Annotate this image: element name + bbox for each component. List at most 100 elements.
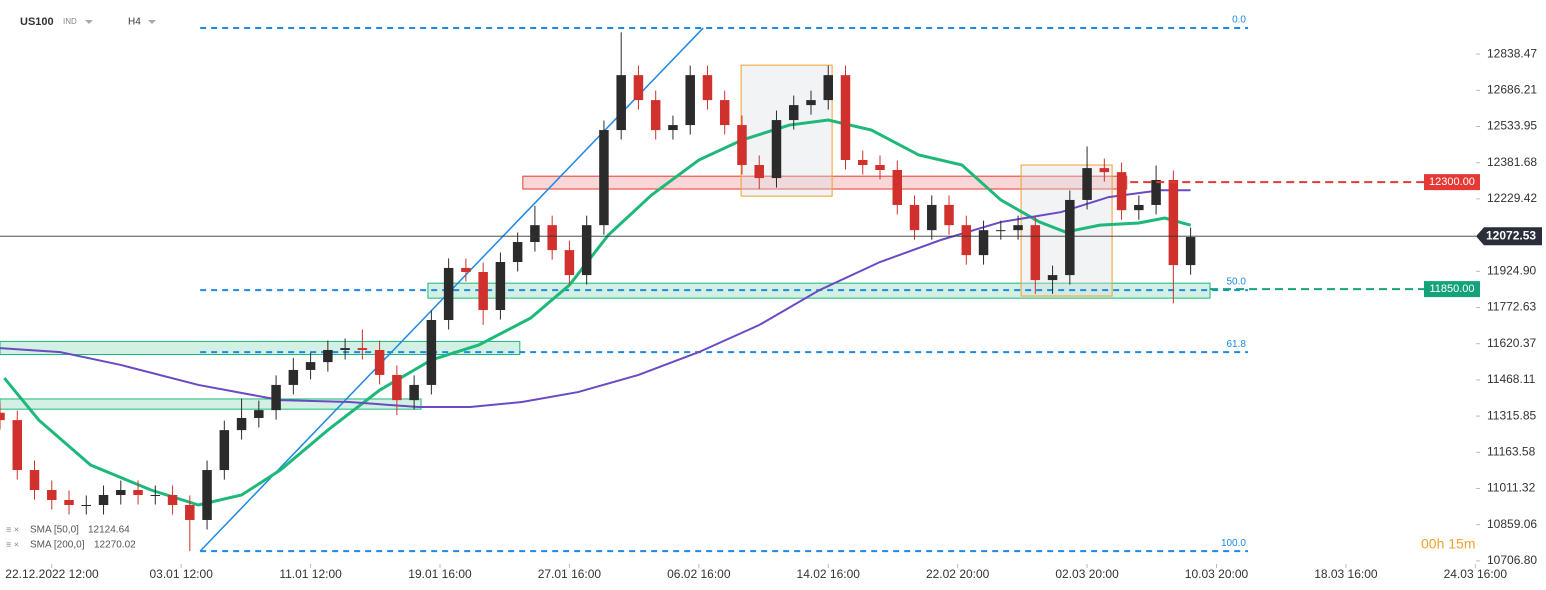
candle-body <box>944 204 954 226</box>
candle-body <box>564 250 575 276</box>
candle-body <box>650 100 661 131</box>
candle-body <box>530 225 540 243</box>
x-tick-label: 02.03 20:00 <box>1055 567 1119 581</box>
candle-body <box>1065 199 1075 276</box>
x-tick-label: 18.03 16:00 <box>1314 567 1378 581</box>
candle-body <box>374 349 385 375</box>
candle-body <box>1151 179 1161 205</box>
x-tick-label: 14.02 16:00 <box>797 567 861 581</box>
y-tick-label: 11011.32 <box>1487 481 1536 495</box>
x-tick-label: 11.01 12:00 <box>279 567 342 581</box>
candle-body <box>771 120 782 179</box>
candle-body <box>461 267 471 272</box>
candle-body <box>788 105 799 121</box>
level-label: 11850.00 <box>1429 283 1474 295</box>
level-label: 12300.00 <box>1429 176 1475 188</box>
candle-body <box>719 100 730 126</box>
x-tick-label: 03.01 12:00 <box>149 567 213 581</box>
y-tick-label: 10859.06 <box>1487 517 1537 531</box>
candle-body <box>978 230 989 256</box>
y-tick-label: 12533.95 <box>1487 119 1537 133</box>
candle-body <box>495 262 506 311</box>
y-tick-label: 11315.85 <box>1487 408 1536 422</box>
legend-icon: ≡ × <box>6 539 19 549</box>
candle-body <box>426 320 437 385</box>
y-tick-label: 12381.68 <box>1487 155 1537 169</box>
candle-body <box>340 348 350 350</box>
candle-body <box>823 75 833 101</box>
legend-name: SMA [50,0] <box>30 525 79 536</box>
x-tick-label: 24.03 16:00 <box>1444 567 1508 581</box>
candle-body <box>202 470 212 520</box>
candle-body <box>254 410 264 418</box>
fib-label: 100.0 <box>1221 538 1246 549</box>
candle-body <box>840 75 851 161</box>
y-tick-label: 12838.47 <box>1487 46 1537 60</box>
candle-body <box>357 348 368 350</box>
current-price-box <box>1476 227 1542 246</box>
candle-body <box>1030 225 1041 281</box>
candle-body <box>806 100 816 106</box>
timeframe[interactable]: H4 <box>128 17 141 28</box>
candle-body <box>81 504 92 506</box>
sma-line <box>3 118 1192 507</box>
candle-body <box>858 160 868 166</box>
candle-body <box>47 490 57 501</box>
candle-body <box>754 165 764 179</box>
y-tick-label: 10706.80 <box>1487 553 1537 567</box>
candle-body <box>909 204 920 231</box>
candle-body <box>1013 225 1023 231</box>
candle-body <box>737 125 747 166</box>
candle-body <box>219 430 230 471</box>
candle-body <box>150 495 161 497</box>
candle-body <box>927 204 937 231</box>
candle-body <box>116 490 126 496</box>
x-tick-label: 10.03 20:00 <box>1185 567 1249 581</box>
candle-body <box>236 417 247 431</box>
y-tick-label: 11924.90 <box>1487 263 1536 277</box>
fib-label: 61.8 <box>1227 339 1247 350</box>
candle-body <box>685 75 695 126</box>
legend-name: SMA [200,0] <box>30 540 85 551</box>
candle-body <box>443 267 454 321</box>
candle-body <box>512 242 523 263</box>
candle-body <box>1134 204 1144 211</box>
current-price-label: 12072.53 <box>1486 228 1536 242</box>
level-label-box <box>1424 174 1480 191</box>
x-tick-label: 22.12.2022 12:00 <box>5 567 99 581</box>
candle-body <box>271 384 281 411</box>
dropdown-arrows <box>85 20 156 24</box>
candle-body <box>1116 172 1127 211</box>
x-tick-label: 06.02 16:00 <box>667 567 731 581</box>
candle-body <box>633 75 644 101</box>
candle-body <box>29 470 40 491</box>
candle-body <box>616 75 626 131</box>
candle-body <box>547 225 557 251</box>
candle-body <box>478 271 488 311</box>
candle-body <box>892 169 903 205</box>
candle-body <box>185 504 195 520</box>
candle-body <box>668 125 678 131</box>
candle-body <box>702 75 713 101</box>
candle-body <box>996 230 1006 232</box>
candle-body <box>98 495 109 505</box>
candle-body <box>1168 179 1179 266</box>
legend-icon: ≡ × <box>6 524 19 534</box>
y-tick-label: 11163.58 <box>1487 444 1536 458</box>
level-label-box <box>1424 281 1480 298</box>
y-tick-label: 11620.37 <box>1487 336 1536 350</box>
legend-value: 12270.02 <box>94 540 136 551</box>
candle-body <box>1185 237 1196 266</box>
candle-body <box>1047 275 1058 281</box>
x-tick-label: 19.01 16:00 <box>408 567 472 581</box>
x-tick-label: 27.01 16:00 <box>538 567 602 581</box>
candle-body <box>1082 168 1092 200</box>
candle-body <box>305 362 316 370</box>
fib-label: 50.0 <box>1227 277 1247 288</box>
zone <box>0 398 422 410</box>
y-tick-label: 12229.42 <box>1487 191 1537 205</box>
candle-body <box>392 374 402 401</box>
candle-body <box>0 412 5 421</box>
fib-label: 0.0 <box>1232 15 1246 26</box>
